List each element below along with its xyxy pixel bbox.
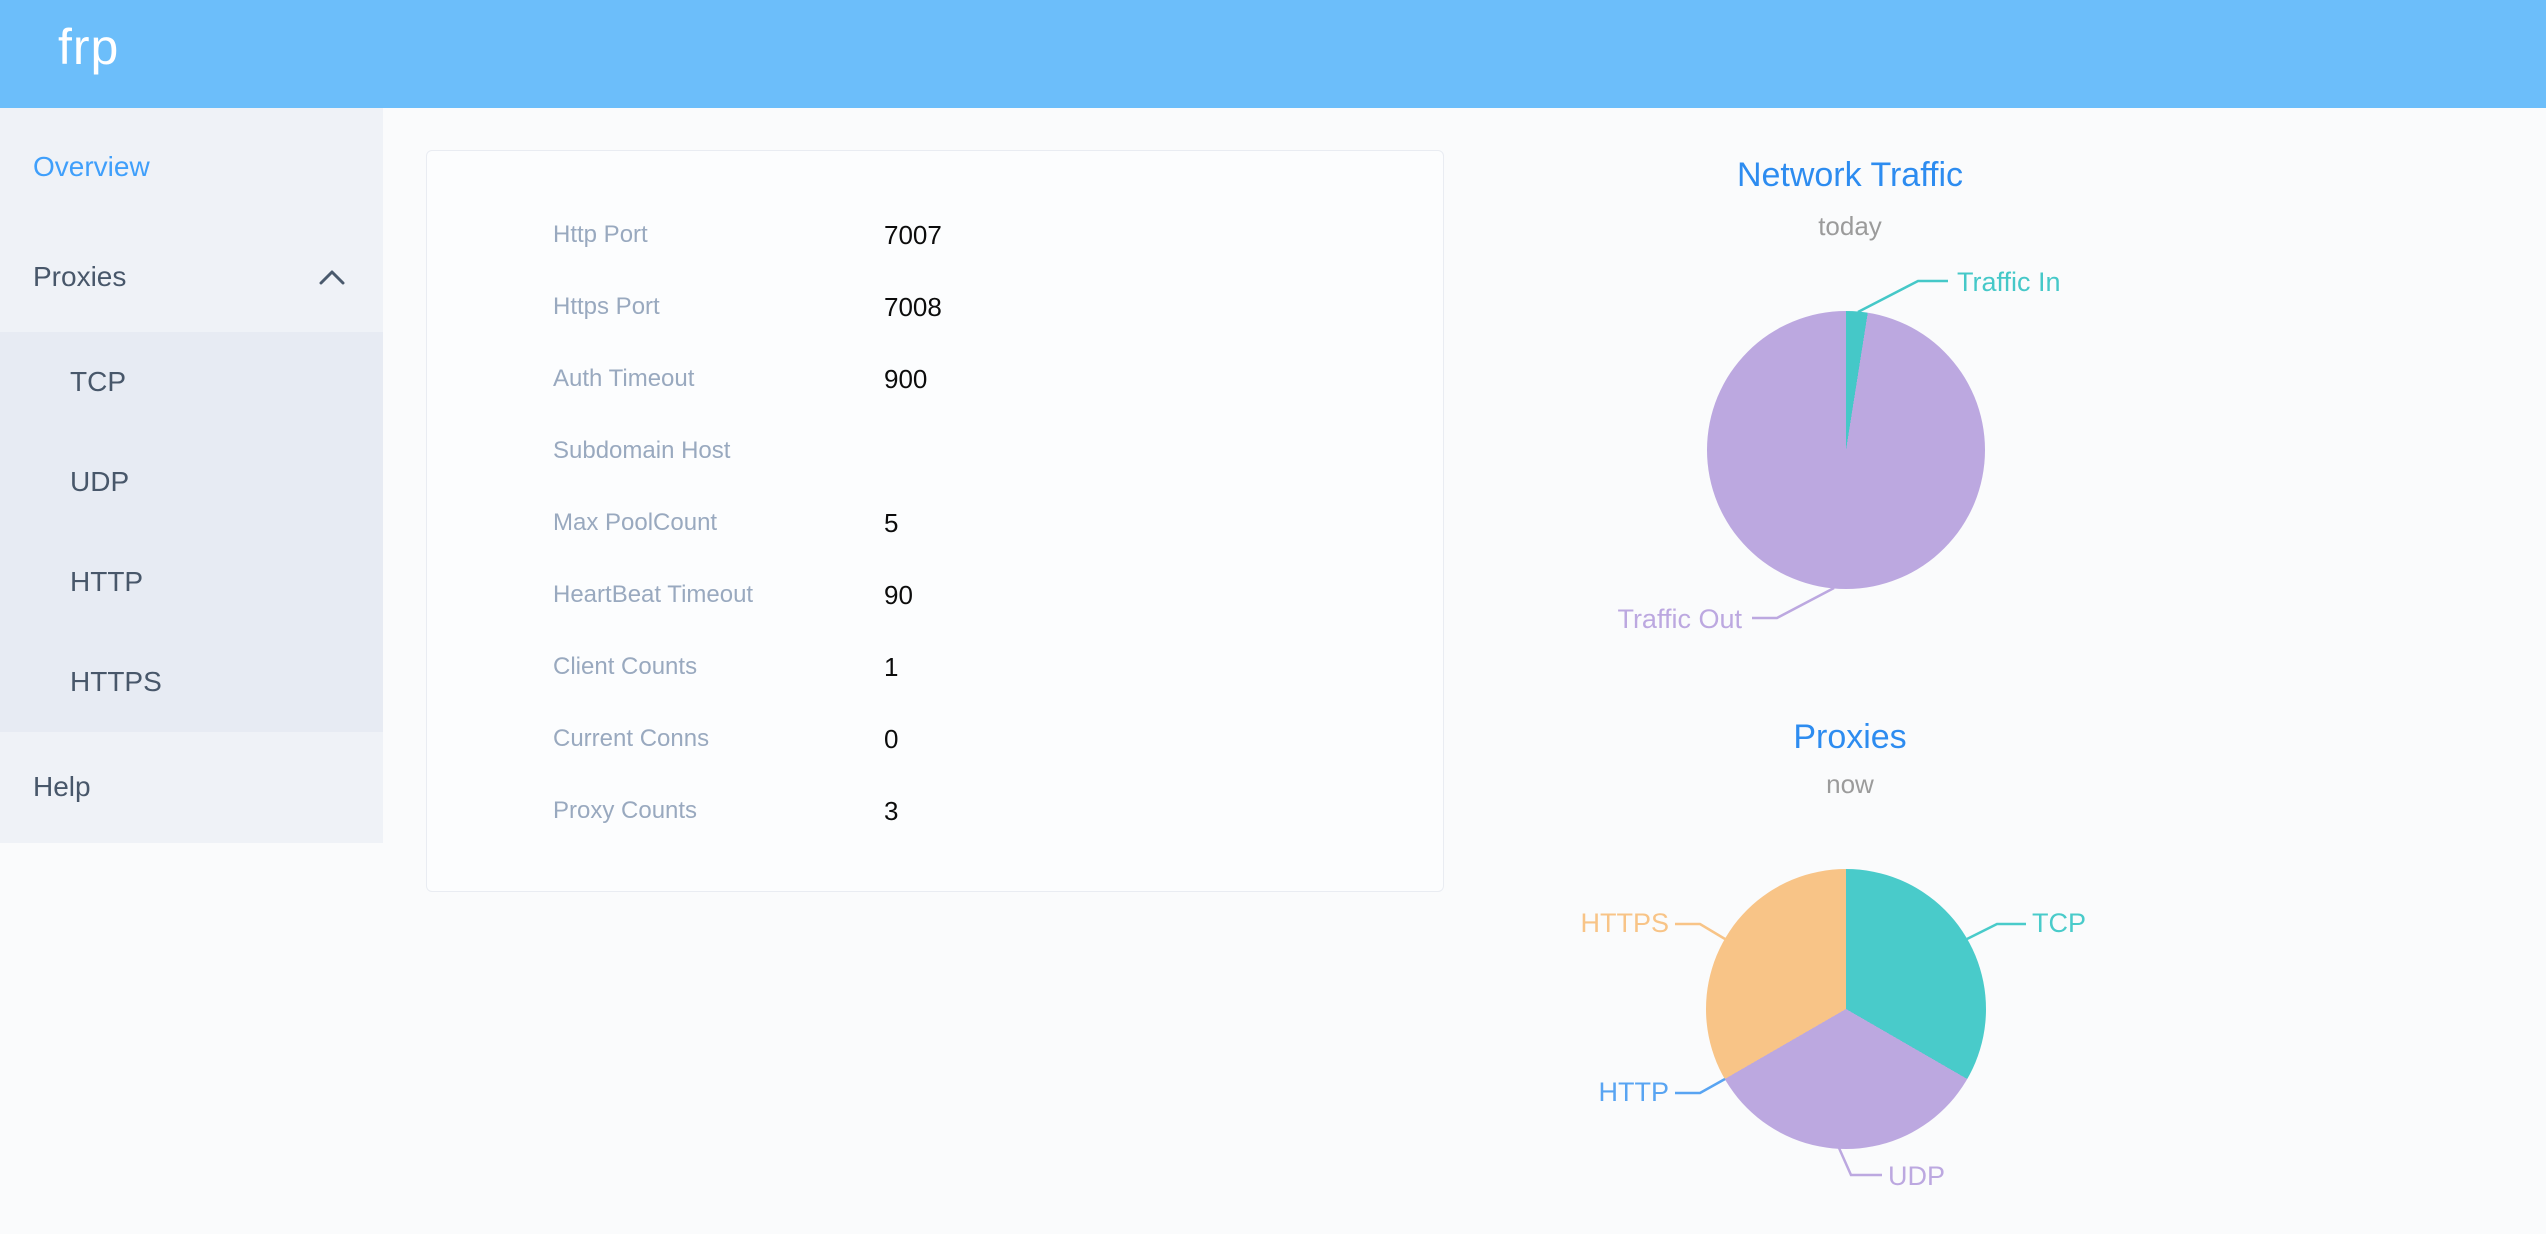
info-value: 0 bbox=[884, 723, 899, 754]
sidebar-item-proxies-label: Proxies bbox=[33, 261, 127, 292]
network-traffic-subtitle: today bbox=[1818, 211, 1882, 241]
info-value: 3 bbox=[884, 795, 899, 826]
proxies-pie-chart bbox=[1706, 869, 1986, 1149]
app-logo: frp bbox=[58, 19, 120, 75]
leader-line-http bbox=[1675, 1077, 1726, 1095]
proxies-submenu: TCP UDP HTTP HTTPS bbox=[0, 332, 383, 732]
header-bar: frp bbox=[0, 0, 2546, 108]
info-row-proxy-counts: Proxy Counts 3 bbox=[427, 775, 1443, 847]
sidebar-item-help-label: Help bbox=[33, 771, 91, 802]
pie-label-tcp: TCP bbox=[2032, 908, 2086, 938]
info-label: Proxy Counts bbox=[553, 797, 698, 824]
pie-label-udp: UDP bbox=[1888, 1161, 1946, 1191]
sidebar-item-udp-label: UDP bbox=[70, 466, 130, 497]
info-row-current-conns: Current Conns 0 bbox=[427, 703, 1443, 775]
pie-label-traffic-out: Traffic Out bbox=[1617, 604, 1742, 634]
proxies-subtitle: now bbox=[1826, 769, 1874, 799]
leader-line-https bbox=[1675, 922, 1726, 941]
info-value: 1 bbox=[884, 651, 899, 682]
info-value: 7007 bbox=[884, 219, 942, 250]
info-label: Auth Timeout bbox=[553, 365, 695, 392]
sidebar: Overview Proxies TCP UDP HTTP HTTPS Help bbox=[0, 108, 383, 843]
info-label: Subdomain Host bbox=[553, 437, 731, 464]
info-label: Client Counts bbox=[553, 653, 698, 680]
info-row-http-port: Http Port 7007 bbox=[427, 199, 1443, 271]
sidebar-item-tcp[interactable]: TCP bbox=[0, 332, 383, 432]
sidebar-item-overview[interactable]: Overview bbox=[0, 112, 383, 222]
sidebar-item-https[interactable]: HTTPS bbox=[0, 632, 383, 732]
pie-label-http: HTTP bbox=[1598, 1077, 1670, 1107]
server-info-card: Http Port 7007 Https Port 7008 Auth Time… bbox=[426, 150, 1444, 892]
info-row-heartbeat-timeout: HeartBeat Timeout 90 bbox=[427, 559, 1443, 631]
info-row-max-poolcount: Max PoolCount 5 bbox=[427, 487, 1443, 559]
proxies-title: Proxies bbox=[1793, 718, 1907, 756]
sidebar-item-http-label: HTTP bbox=[70, 566, 144, 597]
sidebar-item-proxies[interactable]: Proxies bbox=[0, 222, 383, 332]
info-label: Http Port bbox=[553, 221, 648, 248]
network-traffic-title: Network Traffic bbox=[1736, 156, 1964, 194]
info-value: 7008 bbox=[884, 291, 942, 322]
leader-line-traffic-in bbox=[1857, 279, 1948, 314]
info-value: 90 bbox=[884, 579, 913, 610]
info-row-client-counts: Client Counts 1 bbox=[427, 631, 1443, 703]
sidebar-item-http[interactable]: HTTP bbox=[0, 532, 383, 632]
sidebar-item-help[interactable]: Help bbox=[0, 732, 383, 842]
info-label: Max PoolCount bbox=[553, 509, 718, 536]
info-value: 900 bbox=[884, 363, 928, 394]
info-label: Current Conns bbox=[553, 725, 710, 752]
leader-line-tcp bbox=[1966, 922, 2026, 941]
info-row-subdomain-host: Subdomain Host bbox=[427, 415, 1443, 487]
pie-label-https: HTTPS bbox=[1580, 908, 1669, 938]
leader-line-udp bbox=[1837, 1147, 1882, 1177]
leader-line-traffic-out bbox=[1752, 586, 1835, 620]
pie-label-traffic-in: Traffic In bbox=[1957, 267, 2061, 297]
sidebar-item-overview-label: Overview bbox=[33, 151, 150, 182]
sidebar-item-tcp-label: TCP bbox=[70, 366, 126, 397]
info-row-https-port: Https Port 7008 bbox=[427, 271, 1443, 343]
sidebar-item-https-label: HTTPS bbox=[70, 666, 162, 697]
info-label: Https Port bbox=[553, 293, 660, 320]
info-row-auth-timeout: Auth Timeout 900 bbox=[427, 343, 1443, 415]
info-label: HeartBeat Timeout bbox=[553, 581, 754, 608]
info-value: 5 bbox=[884, 507, 899, 538]
sidebar-item-udp[interactable]: UDP bbox=[0, 432, 383, 532]
chevron-up-icon bbox=[319, 269, 345, 286]
network-traffic-pie-chart bbox=[1707, 311, 1985, 589]
